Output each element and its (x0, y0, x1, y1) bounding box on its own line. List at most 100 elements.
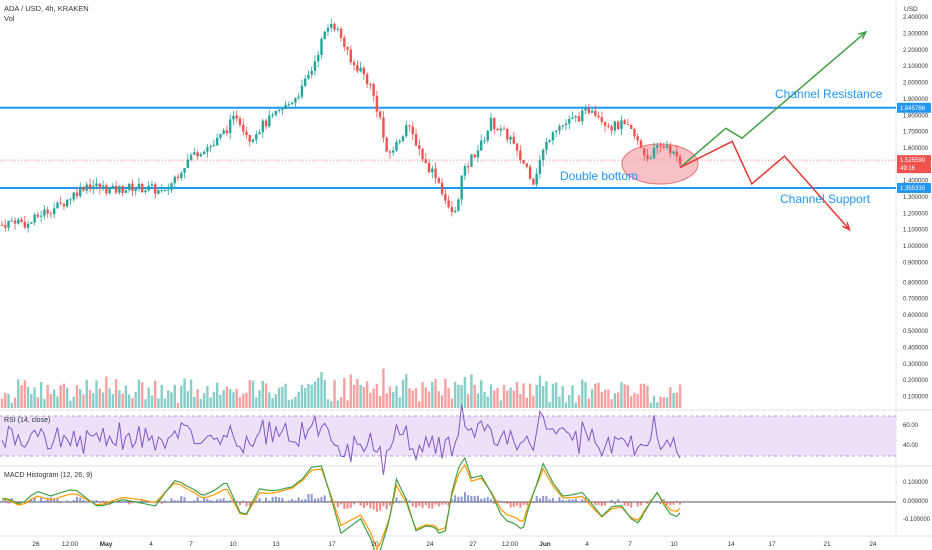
volume-bar (206, 385, 209, 408)
macd-histogram-bar (278, 497, 281, 503)
volume-bar (313, 381, 317, 408)
volume-bar (111, 394, 115, 408)
candle-body (242, 125, 245, 132)
candle-body (154, 184, 157, 194)
candle-body (473, 154, 476, 158)
candle-body (558, 126, 561, 131)
macd-histogram-bar (558, 497, 561, 503)
candle-body (633, 128, 636, 137)
volume-bar (52, 389, 56, 408)
macd-histogram-bar (206, 498, 209, 503)
candle-body (274, 110, 278, 115)
macd-histogram-bar (639, 502, 642, 506)
candle-body (408, 125, 411, 127)
volume-bar (320, 372, 323, 408)
candle-body (493, 117, 496, 129)
volume-bar (486, 396, 489, 408)
macd-histogram-bar (199, 501, 202, 503)
macd-histogram-bar (118, 500, 121, 503)
candle-body (160, 190, 163, 192)
price-tick-label: 1.600000 (903, 146, 929, 152)
candle-body (343, 37, 346, 47)
volume-bar (418, 401, 421, 408)
candle-body (183, 167, 186, 173)
time-tick-label: 17 (768, 541, 776, 548)
volume-bar (248, 379, 251, 408)
volume-bar (493, 390, 496, 408)
volume-bar (541, 386, 545, 408)
macd-histogram-bar (245, 502, 248, 507)
macd-histogram-bar (7, 502, 10, 504)
candle-body (127, 183, 131, 190)
volume-bar (466, 394, 470, 408)
macd-histogram-bar (597, 502, 600, 505)
macd-histogram-bar (170, 498, 173, 503)
macd-histogram-bar (359, 502, 362, 506)
volume-bar (359, 384, 362, 408)
macd-histogram-bar (424, 502, 427, 506)
candle-body (66, 199, 69, 207)
candle-body (466, 166, 470, 168)
volume-bar (672, 392, 675, 408)
candle-body (170, 183, 173, 190)
volume-bar (287, 400, 291, 408)
volume-bar (502, 384, 506, 408)
macd-histogram-bar (626, 502, 629, 506)
macd-histogram-bar (428, 502, 431, 509)
macd-histogram-bar (69, 502, 72, 503)
volume-bar (157, 398, 160, 408)
candle-body (385, 137, 388, 152)
volume-bar (545, 381, 548, 408)
candle-body (659, 145, 662, 147)
volume-bar (124, 385, 128, 408)
macd-line (1, 456, 681, 550)
macd-histogram-bar (362, 502, 365, 508)
macd-histogram-bar (98, 502, 101, 504)
macd-histogram-bar (486, 496, 489, 503)
volume-bar (13, 397, 17, 408)
candle-body (72, 192, 75, 200)
macd-histogram-bar (610, 499, 613, 503)
time-axis[interactable]: 26 12:00 May 4 7 10 13 17 20 24 27 12:00 Jun 4 7 10 14 17… (32, 541, 877, 548)
volume-bar (251, 380, 255, 408)
volume-bar (144, 399, 147, 408)
resistance-price-badge: 1.845786 (900, 106, 926, 112)
macd-histogram-bar (600, 502, 603, 507)
price-axis[interactable]: USD 2.400000 2.300000 2.200000 2.100000 2.000… (897, 6, 931, 523)
macd-histogram-bar (578, 501, 581, 503)
candle-body (232, 115, 235, 120)
macd-histogram-bar (313, 498, 316, 503)
double-bottom-highlight[interactable] (621, 143, 699, 185)
macd-histogram-bar (144, 501, 147, 503)
bullish-projection-arrowhead (858, 30, 868, 40)
macd-histogram-bar (434, 502, 437, 505)
macd-histogram-bar (353, 502, 356, 505)
candle-body (382, 117, 385, 138)
macd-histogram-bar (255, 500, 258, 503)
candle-body (222, 130, 225, 135)
macd-histogram-bar (656, 500, 659, 503)
time-tick-label: 4 (149, 541, 153, 548)
volume-bar (610, 399, 613, 408)
candle-body (574, 116, 577, 118)
macd-histogram-bar (545, 495, 548, 503)
macd-histogram-bar (395, 497, 398, 503)
macd-histogram-bar (633, 501, 636, 503)
macd-histogram-bar (128, 502, 131, 505)
volume-bar (310, 384, 313, 408)
volume-bar (434, 378, 437, 408)
macd-histogram-bar (607, 501, 610, 503)
volume-bar (20, 385, 23, 408)
candle-body (10, 220, 13, 222)
macd-histogram-bar (457, 496, 460, 503)
volume-bar (17, 379, 20, 408)
volume-bar (398, 397, 401, 408)
macd-histogram-bar (300, 499, 303, 503)
macd-histogram-bar (379, 502, 382, 511)
price-tick-label: 2.100000 (903, 64, 929, 70)
candle-body (20, 219, 23, 222)
macd-histogram-bar (375, 502, 378, 512)
time-tick-label: 12:00 (62, 541, 79, 548)
volume-bar (150, 395, 154, 408)
